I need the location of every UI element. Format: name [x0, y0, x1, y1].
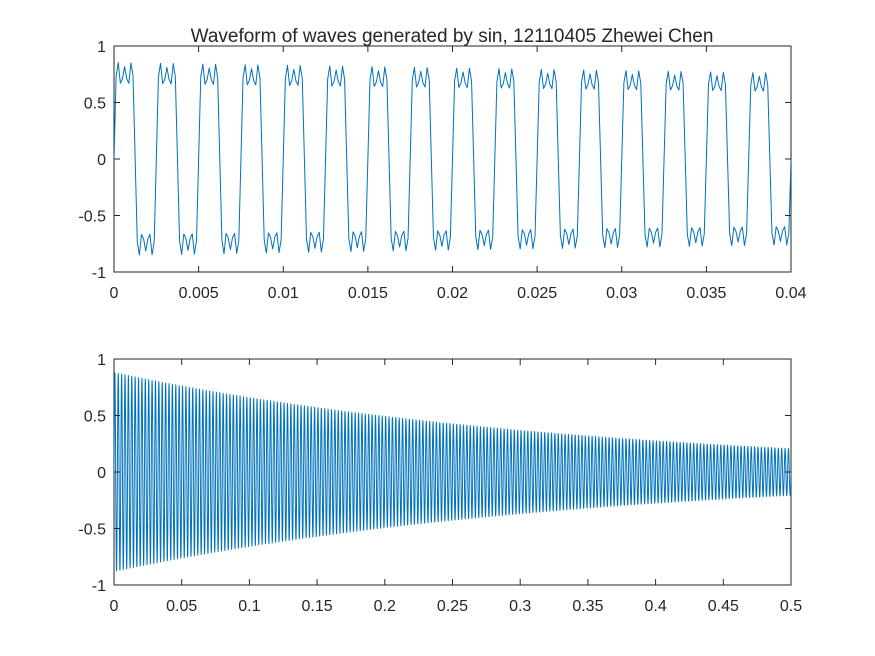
x-tick-label: 0.3	[509, 598, 531, 615]
x-tick-label: 0.04	[775, 285, 806, 302]
y-tick-label: 1	[97, 39, 106, 56]
top-waveform-chart: 0 0.005 0.01 0.015 0.02 0.025 0.03 0.035 0.04 -1 -…	[78, 39, 806, 302]
x-tick-label: 0.35	[572, 598, 603, 615]
bottom-envelope-chart: 0 0.05 0.1 0.15 0.2 0.25 0.3 0.35 0.4 0.45 0.5 -1 -0…	[78, 352, 802, 615]
x-tick-label: 0.005	[179, 285, 219, 302]
y-tick-label: 0	[97, 465, 106, 482]
x-tick-label: 0	[110, 285, 119, 302]
y-tick-label: 0.5	[84, 96, 106, 113]
x-tick-label: 0.035	[686, 285, 726, 302]
x-tick-label: 0.1	[238, 598, 260, 615]
x-tick-label: 0.05	[166, 598, 197, 615]
y-tick-label: -0.5	[78, 522, 106, 539]
y-tick-label: 1	[97, 352, 106, 369]
x-tick-label: 0.01	[268, 285, 299, 302]
y-tick-label: 0.5	[84, 409, 106, 426]
series-line	[114, 372, 791, 572]
y-tick-label: 0	[97, 152, 106, 169]
x-tick-label: 0.15	[302, 598, 333, 615]
x-tick-label: 0.02	[437, 285, 468, 302]
x-tick-label: 0.5	[780, 598, 802, 615]
x-tick-label: 0.25	[437, 598, 468, 615]
chart-title: Waveform of waves generated by sin, 1211…	[191, 26, 714, 47]
y-tick-label: -1	[92, 265, 106, 282]
x-tick-label: 0.45	[708, 598, 739, 615]
x-tick-label: 0.4	[644, 598, 666, 615]
x-tick-label: 0	[110, 598, 119, 615]
x-tick-label: 0.015	[348, 285, 388, 302]
x-tick-label: 0.03	[606, 285, 637, 302]
x-tick-label: 0.025	[517, 285, 557, 302]
y-tick-label: -1	[92, 578, 106, 595]
series-line	[114, 62, 791, 256]
x-tick-label: 0.2	[374, 598, 396, 615]
y-tick-label: -0.5	[78, 209, 106, 226]
